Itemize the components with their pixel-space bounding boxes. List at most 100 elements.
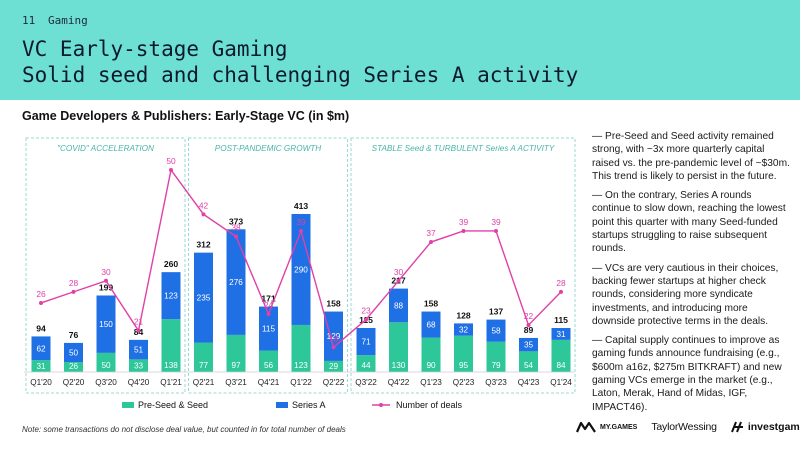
seed-bar bbox=[421, 337, 441, 372]
logo-bar: MY.GAMES TaylorWessing investgame bbox=[576, 419, 800, 435]
seed-bar bbox=[259, 350, 278, 372]
region-label: POST-PANDEMIC GROWTH bbox=[215, 144, 322, 153]
deals-value-label: 50 bbox=[166, 156, 176, 166]
investgame-icon bbox=[730, 421, 743, 433]
chart-title: Game Developers & Publishers: Early-Stag… bbox=[22, 109, 350, 123]
seed-bar bbox=[161, 319, 181, 372]
deals-value-label: 30 bbox=[101, 267, 111, 277]
x-tick-label: Q2'22 bbox=[323, 378, 345, 387]
deals-value-label: 18 bbox=[329, 333, 339, 343]
series-a-bar bbox=[31, 336, 51, 361]
deals-point bbox=[136, 328, 141, 333]
series-a-bar bbox=[226, 229, 246, 335]
seed-value-label: 90 bbox=[426, 361, 436, 370]
seed-bar bbox=[64, 362, 83, 372]
region-box bbox=[350, 137, 576, 394]
note-1: — Pre-Seed and Seed activity remained st… bbox=[592, 131, 790, 182]
deals-value-label: 38 bbox=[231, 222, 241, 232]
seed-value-label: 84 bbox=[556, 361, 566, 370]
investgame-wordmark: investgame bbox=[747, 421, 800, 433]
series-a-value-label: 32 bbox=[459, 326, 469, 335]
x-tick-label: Q4'21 bbox=[258, 378, 280, 387]
series-a-value-label: 235 bbox=[197, 294, 211, 303]
mygames-icon bbox=[576, 421, 596, 433]
page-number: 11 bbox=[22, 14, 36, 27]
series-a-value-label: 88 bbox=[394, 301, 404, 310]
x-tick-label: Q1'23 bbox=[420, 378, 442, 387]
seed-bar bbox=[486, 341, 506, 372]
legend-seed-label: Pre-Seed & Seed bbox=[138, 400, 208, 410]
seed-bar bbox=[519, 351, 538, 372]
deals-value-label: 42 bbox=[199, 200, 209, 210]
title-line-2: Solid seed and challenging Series A acti… bbox=[22, 63, 579, 87]
seed-value-label: 29 bbox=[329, 362, 339, 371]
deals-value-label: 39 bbox=[491, 217, 501, 227]
legend-series-a-label: Series A bbox=[292, 400, 326, 410]
series-a-value-label: 115 bbox=[262, 325, 275, 334]
total-value-label: 260 bbox=[164, 259, 179, 269]
deals-point bbox=[526, 323, 531, 328]
series-a-bar bbox=[421, 311, 441, 338]
series-a-bar bbox=[324, 311, 343, 361]
series-a-bar bbox=[356, 328, 376, 356]
deals-value-label: 39 bbox=[459, 217, 469, 227]
series-a-bar bbox=[389, 288, 408, 323]
deals-point bbox=[104, 278, 108, 283]
series-a-value-label: 51 bbox=[134, 346, 144, 355]
title-line-1: VC Early-stage Gaming bbox=[22, 37, 288, 61]
seed-value-label: 33 bbox=[134, 362, 144, 371]
seed-value-label: 97 bbox=[231, 361, 241, 370]
total-value-label: 312 bbox=[196, 240, 211, 250]
deals-point bbox=[71, 289, 76, 294]
series-a-value-label: 71 bbox=[361, 338, 371, 347]
x-tick-label: Q2'23 bbox=[453, 378, 475, 387]
footnote: Note: some transactions do not disclose … bbox=[22, 425, 346, 434]
x-tick-label: Q3'21 bbox=[225, 378, 247, 387]
legend-deals-marker bbox=[379, 403, 383, 407]
seed-bar bbox=[194, 342, 213, 372]
seed-value-label: 77 bbox=[199, 361, 209, 370]
deals-point bbox=[266, 312, 271, 317]
deals-point bbox=[331, 345, 336, 350]
series-a-bar bbox=[161, 272, 181, 320]
total-value-label: 158 bbox=[326, 299, 341, 309]
series-a-value-label: 31 bbox=[556, 330, 566, 339]
deals-point bbox=[39, 300, 43, 305]
total-value-label: 137 bbox=[489, 307, 504, 317]
series-a-bar bbox=[129, 339, 148, 360]
mygames-logo: MY.GAMES bbox=[576, 421, 637, 433]
series-a-value-label: 58 bbox=[491, 327, 501, 336]
region-box bbox=[25, 137, 186, 394]
seed-bar bbox=[96, 352, 116, 372]
x-tick-label: Q4'20 bbox=[128, 378, 150, 387]
series-a-value-label: 290 bbox=[294, 265, 308, 274]
seed-value-label: 31 bbox=[36, 362, 46, 371]
total-value-label: 128 bbox=[456, 310, 471, 320]
x-tick-label: Q2'20 bbox=[63, 378, 85, 387]
seed-value-label: 123 bbox=[294, 361, 308, 370]
series-a-value-label: 68 bbox=[426, 321, 436, 330]
note-4: — Capital supply continues to improve as… bbox=[592, 335, 782, 413]
x-tick-label: Q1'24 bbox=[550, 378, 572, 387]
seed-bar bbox=[291, 324, 311, 372]
region-label: STABLE Seed & TURBULENT Series A ACTIVIT… bbox=[372, 144, 555, 153]
series-a-bar bbox=[259, 306, 278, 351]
total-value-label: 413 bbox=[294, 201, 309, 211]
series-a-bar bbox=[454, 323, 473, 336]
deals-value-label: 22 bbox=[524, 311, 534, 321]
seed-value-label: 138 bbox=[164, 361, 178, 370]
total-value-label: 171 bbox=[261, 294, 276, 304]
region-label: "COVID" ACCELERATION bbox=[57, 144, 154, 153]
deals-value-label: 28 bbox=[69, 278, 79, 288]
total-value-label: 89 bbox=[524, 325, 534, 335]
seed-value-label: 95 bbox=[459, 361, 469, 370]
seed-value-label: 26 bbox=[69, 362, 79, 371]
total-value-label: 373 bbox=[229, 216, 244, 226]
deals-value-label: 37 bbox=[426, 228, 436, 238]
region-box bbox=[188, 137, 348, 394]
x-tick-label: Q1'21 bbox=[160, 378, 182, 387]
x-tick-label: Q3'23 bbox=[485, 378, 507, 387]
series-a-bar bbox=[519, 337, 538, 352]
seed-value-label: 54 bbox=[524, 361, 534, 370]
seed-value-label: 50 bbox=[101, 361, 111, 370]
